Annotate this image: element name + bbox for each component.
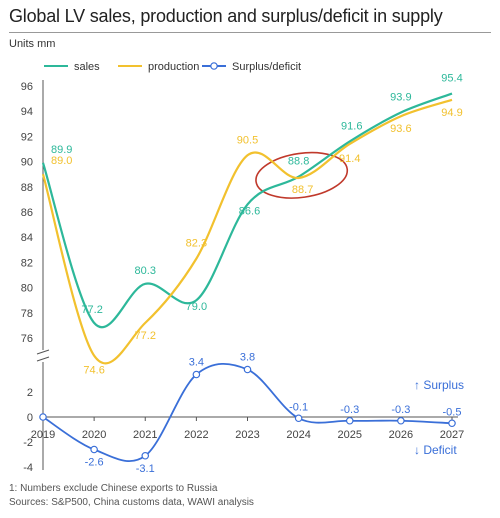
y-tick-label-88: 88: [21, 182, 33, 194]
y-tick-label-92: 92: [21, 131, 33, 143]
x-tick-label-2026: 2026: [389, 429, 413, 441]
y-tick-label-80: 80: [21, 283, 33, 295]
data-label-sales-2023: 86.6: [239, 205, 260, 217]
data-label-production-2026: 93.6: [390, 123, 411, 135]
data-label-sales-2021: 80.3: [135, 265, 156, 277]
data-label-sales-2025: 91.6: [341, 120, 362, 132]
x-tick-label-2019: 2019: [31, 429, 55, 441]
data-label-surplus-2023: 3.8: [240, 352, 255, 364]
data-label-sales-2022: 79.0: [186, 301, 207, 313]
data-label-sales-2024: 88.8: [288, 156, 309, 168]
series-lines: [39, 92, 456, 462]
y-tick-label-bottom--2: -2: [23, 437, 33, 449]
data-labels: 89.9 77.2 80.3 79.0 86.6 88.8 91.6 93.9 95.4 89.0…: [51, 73, 463, 475]
x-tick-label-2024: 2024: [286, 429, 310, 441]
units-label: Units mm: [9, 38, 56, 50]
x-tick-label-2020: 2020: [82, 429, 106, 441]
y-tick-label-84: 84: [21, 232, 33, 244]
y-tick-label-bottom-0: 0: [27, 412, 33, 424]
data-label-surplus-2025: -0.3: [340, 404, 359, 416]
data-label-production-2021: 77.2: [135, 330, 156, 342]
legend-marker-2: [210, 62, 218, 70]
marker-surplus-2021: [141, 451, 150, 460]
x-tick-label-2022: 2022: [184, 429, 208, 441]
x-tick-label-2021: 2021: [133, 429, 157, 441]
x-tick-label-2027: 2027: [440, 429, 464, 441]
data-label-production-2024: 88.7: [292, 184, 313, 196]
y-tick-label-86: 86: [21, 207, 33, 219]
axes: 76 78 80 82 84 86 88 90 92 94 96 -4 -2 0 2 2019 2020 2021…: [21, 80, 464, 474]
marker-surplus-2023: [243, 365, 252, 374]
data-label-production-2025: 91.4: [339, 153, 360, 165]
y-tick-label-78: 78: [21, 308, 33, 320]
data-label-surplus-2020: -2.6: [85, 457, 104, 469]
legend: sales production Surplus/deficit: [44, 61, 301, 73]
highlight-ellipse: [255, 151, 349, 199]
y-tick-label-96: 96: [21, 81, 33, 93]
highlight-circle: [255, 151, 349, 199]
marker-surplus-2024: [294, 414, 303, 423]
y-tick-label-90: 90: [21, 157, 33, 169]
data-label-sales-2019: 89.9: [51, 144, 72, 156]
marker-surplus-2026: [397, 416, 405, 425]
marker-surplus-2025: [345, 416, 354, 425]
x-tick-label-2023: 2023: [235, 429, 259, 441]
y-tick-label-bottom--4: -4: [23, 462, 33, 474]
data-label-surplus-2024: -0.1: [289, 401, 308, 413]
y-tick-label-82: 82: [21, 257, 33, 269]
marker-surplus-2019: [39, 413, 47, 421]
data-label-surplus-2021: -3.1: [136, 463, 155, 475]
marker-surplus-2027: [448, 419, 456, 428]
data-label-sales-2027: 95.4: [441, 73, 462, 85]
footnote: 1: Numbers exclude Chinese exports to Ru…: [9, 483, 218, 494]
data-label-surplus-2027: -0.5: [443, 406, 462, 418]
sources-note: Sources: S&P500, China customs data, WAW…: [9, 497, 254, 508]
y-tick-label-94: 94: [21, 106, 33, 118]
legend-label-2: Surplus/deficit: [232, 61, 301, 73]
y-tick-label-bottom-2: 2: [27, 387, 33, 399]
data-label-production-2022: 82.3: [186, 238, 207, 250]
data-label-production-2020: 74.6: [83, 365, 104, 377]
x-tick-label-2025: 2025: [338, 429, 362, 441]
series-line-sales: [41, 92, 453, 329]
legend-label-0: sales: [74, 61, 100, 73]
data-label-surplus-2022: 3.4: [189, 357, 204, 369]
data-label-sales-2020: 77.2: [81, 304, 102, 316]
legend-label-1: production: [148, 61, 199, 73]
data-label-production-2019: 89.0: [51, 155, 72, 167]
series-line-production: [41, 98, 453, 365]
data-label-production-2023: 90.5: [237, 134, 258, 146]
title-divider: [9, 32, 491, 33]
data-label-surplus-2026: -0.3: [391, 404, 410, 416]
marker-surplus-2022: [192, 370, 201, 379]
surplus-annotation: ↑ Surplus: [414, 378, 464, 392]
marker-surplus-2020: [90, 445, 98, 454]
data-label-sales-2026: 93.9: [390, 91, 411, 103]
y-tick-label-76: 76: [21, 333, 33, 345]
chart-title: Global LV sales, production and surplus/…: [9, 6, 443, 26]
data-label-production-2027: 94.9: [441, 107, 462, 119]
deficit-annotation: ↓ Deficit: [414, 443, 457, 457]
axis-break: [36, 349, 50, 362]
